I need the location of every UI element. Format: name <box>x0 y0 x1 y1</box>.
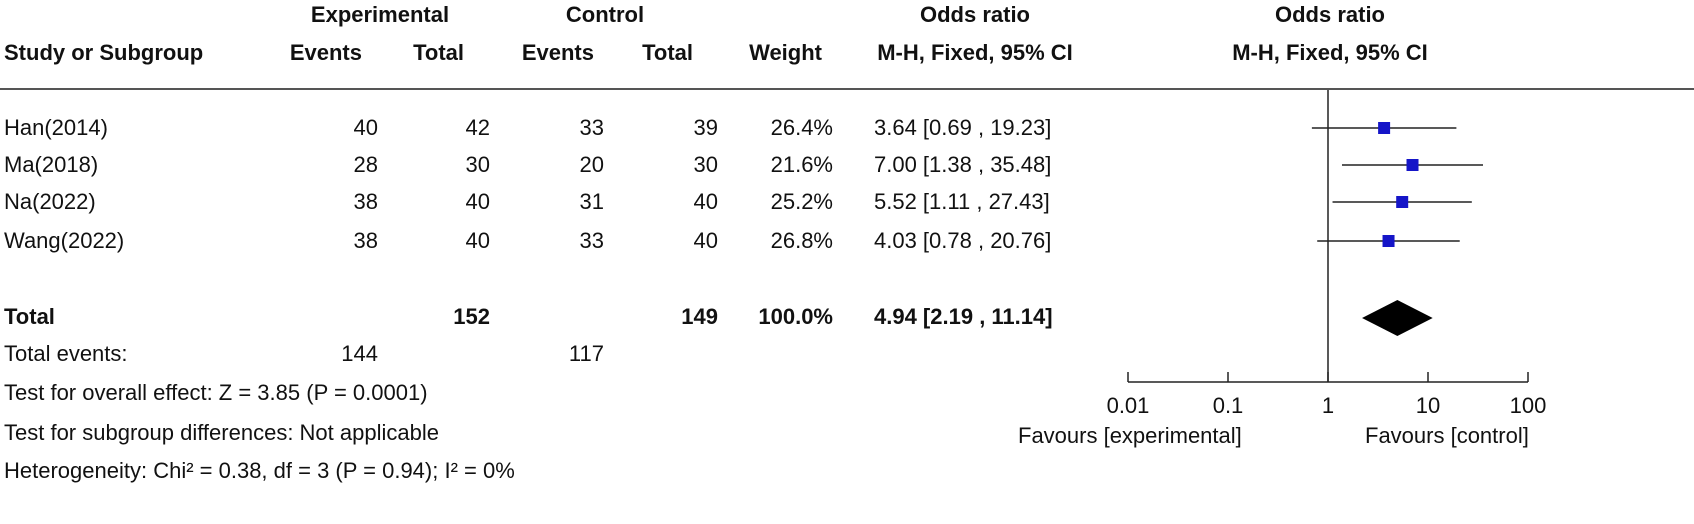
study-marker <box>1396 196 1409 208</box>
total-exp-total: 152 <box>453 304 490 329</box>
ctl-events: 33 <box>579 228 604 253</box>
exp-total: 42 <box>465 115 490 140</box>
total-events-label: Total events: <box>4 341 128 366</box>
study-marker <box>1378 122 1391 134</box>
ci-text: 7.00 [1.38 , 35.48] <box>874 152 1052 177</box>
x-tick-label: 10 <box>1416 393 1440 418</box>
pooled-diamond <box>1362 300 1433 336</box>
col-weight: Weight <box>749 40 822 65</box>
total-events-exp: 144 <box>341 341 378 366</box>
study-marker <box>1382 235 1395 247</box>
col-ctl-events: Events <box>521 40 594 65</box>
x-tick-label: 0.01 <box>1107 393 1150 418</box>
total-weight: 100.0% <box>758 304 833 329</box>
header-odds-ratio: Odds ratio <box>919 2 1030 27</box>
study-name: Ma(2018) <box>4 152 99 177</box>
ctl-events: 31 <box>579 189 604 214</box>
col-exp-total: Total <box>413 40 464 65</box>
header-experimental: Experimental <box>310 2 450 27</box>
x-tick-label: 1 <box>1322 393 1334 418</box>
weight: 26.8% <box>770 228 833 253</box>
exp-events: 40 <box>353 115 378 140</box>
total-label: Total <box>4 304 55 329</box>
ci-text: 4.03 [0.78 , 20.76] <box>874 228 1052 253</box>
total-ci-text: 4.94 [2.19 , 11.14] <box>874 304 1053 329</box>
ctl-total: 40 <box>693 189 718 214</box>
header-odds-ratio-plot: Odds ratio <box>1274 2 1385 27</box>
total-events-ctl: 117 <box>568 341 604 366</box>
heterogeneity-text: Heterogeneity: Chi² = 0.38, df = 3 (P = … <box>4 458 515 483</box>
total-ctl-total: 149 <box>681 304 718 329</box>
weight: 25.2% <box>770 189 833 214</box>
ci-text: 3.64 [0.69 , 19.23] <box>874 115 1052 140</box>
col-or-plot: M-H, Fixed, 95% CI <box>1232 40 1428 65</box>
ctl-events: 33 <box>579 115 604 140</box>
exp-total: 40 <box>465 228 490 253</box>
weight: 26.4% <box>770 115 833 140</box>
study-marker <box>1406 159 1419 171</box>
exp-total: 40 <box>465 189 490 214</box>
ctl-total: 39 <box>693 115 718 140</box>
col-or: M-H, Fixed, 95% CI <box>877 40 1073 65</box>
ci-text: 5.52 [1.11 , 27.43] <box>874 189 1050 214</box>
col-ctl-total: Total <box>642 40 693 65</box>
study-name: Wang(2022) <box>4 228 125 253</box>
ctl-total: 40 <box>693 228 718 253</box>
favours-control-label: Favours [control] <box>1365 423 1529 448</box>
header-control: Control <box>565 2 645 27</box>
favours-experimental-label: Favours [experimental] <box>1018 423 1242 448</box>
overall-effect-text: Test for overall effect: Z = 3.85 (P = 0… <box>4 380 428 405</box>
exp-events: 38 <box>353 228 378 253</box>
ctl-events: 20 <box>579 152 604 177</box>
x-tick-label: 100 <box>1510 393 1547 418</box>
subgroup-test-text: Test for subgroup differences: Not appli… <box>4 420 439 445</box>
exp-events: 38 <box>353 189 378 214</box>
header-divider <box>0 88 1694 90</box>
study-name: Na(2022) <box>4 189 96 214</box>
study-name: Han(2014) <box>4 115 108 140</box>
ctl-total: 30 <box>693 152 718 177</box>
exp-events: 28 <box>353 152 378 177</box>
exp-total: 30 <box>465 152 490 177</box>
col-exp-events: Events <box>289 40 362 65</box>
x-tick-label: 0.1 <box>1213 393 1244 418</box>
weight: 21.6% <box>770 152 833 177</box>
col-study: Study or Subgroup <box>4 40 204 65</box>
